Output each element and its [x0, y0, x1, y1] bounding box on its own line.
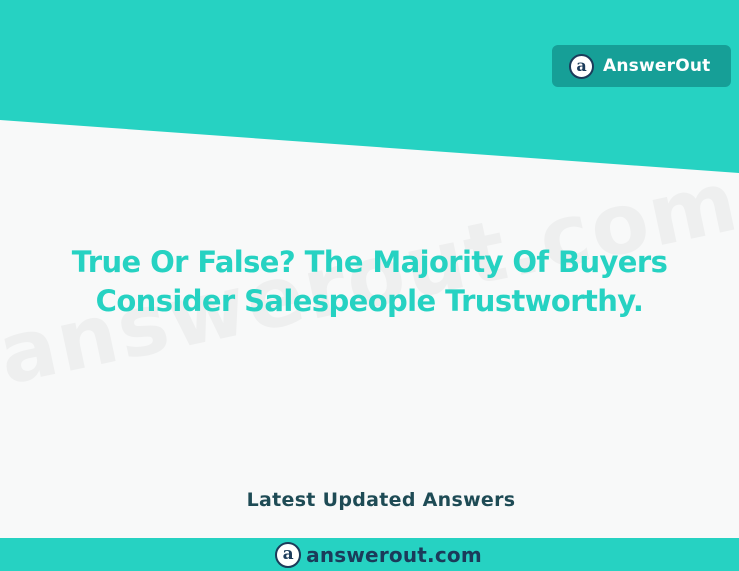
- question-title: True Or False? The Majority Of Buyers Co…: [20, 243, 719, 321]
- teal-slanted-banner: [0, 0, 739, 173]
- brand-badge[interactable]: a AnswerOut: [552, 45, 731, 87]
- footer-bar: a answerout.com: [0, 538, 739, 571]
- latest-updated-answers-label: Latest Updated Answers: [246, 489, 516, 511]
- footer-brand[interactable]: a answerout.com: [275, 541, 482, 568]
- answerout-logo-icon: a: [569, 53, 594, 79]
- brand-name: AnswerOut: [603, 56, 711, 76]
- question-line-1: True Or False? The Majority Of Buyers: [71, 245, 668, 279]
- footer-domain: answerout.com: [306, 542, 482, 567]
- answerout-footer-logo-icon: a: [275, 541, 302, 568]
- question-line-2: Consider Salespeople Trustworthy.: [95, 284, 644, 318]
